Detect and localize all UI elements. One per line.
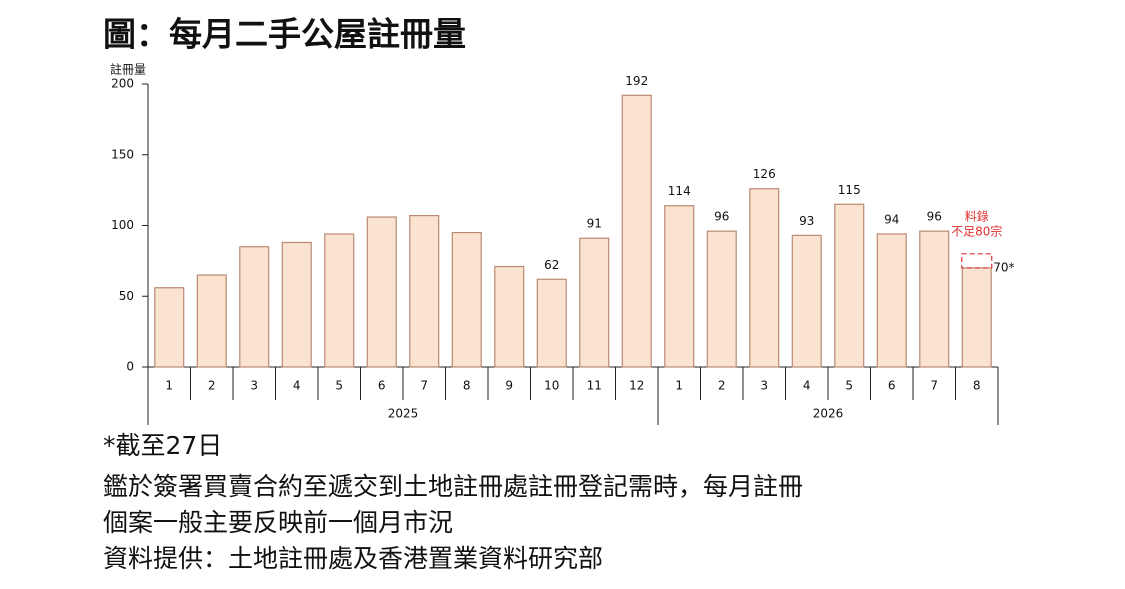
bar <box>791 234 822 368</box>
x-tick-label: 3 <box>760 379 768 393</box>
y-tick-label: 200 <box>111 77 134 91</box>
bar <box>621 94 652 368</box>
y-tick-label: 150 <box>111 147 134 161</box>
value-label: 93 <box>799 214 814 228</box>
annotation-box <box>961 253 993 269</box>
footnote: 個案一般主要反映前一個月市況 <box>103 508 453 537</box>
bar <box>579 237 610 368</box>
value-label: 91 <box>587 217 602 231</box>
bar <box>239 246 270 368</box>
x-tick-label: 5 <box>845 379 853 393</box>
y-axis-label: 註冊量 <box>110 63 146 77</box>
annotation-text: 不足80宗 <box>951 223 1002 238</box>
x-tick-label: 8 <box>463 379 471 393</box>
value-label: 96 <box>714 210 729 224</box>
y-tick-label: 100 <box>111 218 134 232</box>
value-label: 94 <box>884 212 899 226</box>
value-label: 96 <box>927 210 942 224</box>
group-label: 2025 <box>388 407 419 421</box>
x-tick-label: 11 <box>587 379 602 393</box>
x-tick-label: 2 <box>208 379 216 393</box>
value-label: 126 <box>753 167 776 181</box>
bar <box>409 214 440 368</box>
value-label: 115 <box>838 183 861 197</box>
x-tick-label: 6 <box>378 379 386 393</box>
chart-title: 圖：每月二手公屋註冊量 <box>103 15 466 54</box>
x-tick-label: 3 <box>250 379 258 393</box>
group-label: 2026 <box>813 407 844 421</box>
annotation-text: 料錄 <box>965 208 989 223</box>
bar <box>749 188 780 368</box>
bar <box>876 233 907 368</box>
y-tick-label: 50 <box>119 289 134 303</box>
value-label: 114 <box>668 184 691 198</box>
x-tick-label: 4 <box>293 379 301 393</box>
bar <box>834 203 865 368</box>
x-tick-label: 8 <box>973 379 981 393</box>
bar <box>919 230 950 368</box>
y-tick-label: 0 <box>126 360 134 374</box>
x-tick-label: 12 <box>629 379 644 393</box>
footnote: 鑑於簽署買賣合約至遞交到土地註冊處註冊登記需時，每月註冊 <box>103 472 803 501</box>
bar <box>451 231 482 368</box>
x-tick-label: 4 <box>803 379 811 393</box>
footnote: 資料提供：土地註冊處及香港置業資料研究部 <box>103 544 603 573</box>
x-tick-label: 7 <box>930 379 938 393</box>
bar <box>961 267 992 368</box>
footnote: *截至27日 <box>103 431 222 460</box>
bar <box>366 216 397 368</box>
bar <box>536 278 567 368</box>
x-tick-label: 10 <box>544 379 559 393</box>
x-tick-label: 1 <box>675 379 683 393</box>
bar <box>281 241 312 368</box>
x-tick-label: 2 <box>718 379 726 393</box>
bar <box>494 265 525 368</box>
x-tick-label: 5 <box>335 379 343 393</box>
value-label: 62 <box>544 258 559 272</box>
x-tick-label: 6 <box>888 379 896 393</box>
x-tick-label: 7 <box>420 379 428 393</box>
x-tick-label: 9 <box>505 379 513 393</box>
bar <box>664 205 695 368</box>
x-tick-label: 1 <box>165 379 173 393</box>
value-label: 70* <box>993 260 1014 274</box>
bar <box>324 233 355 368</box>
value-label: 192 <box>625 74 648 88</box>
bar <box>154 287 185 368</box>
bar <box>706 230 737 368</box>
bar <box>196 274 227 368</box>
